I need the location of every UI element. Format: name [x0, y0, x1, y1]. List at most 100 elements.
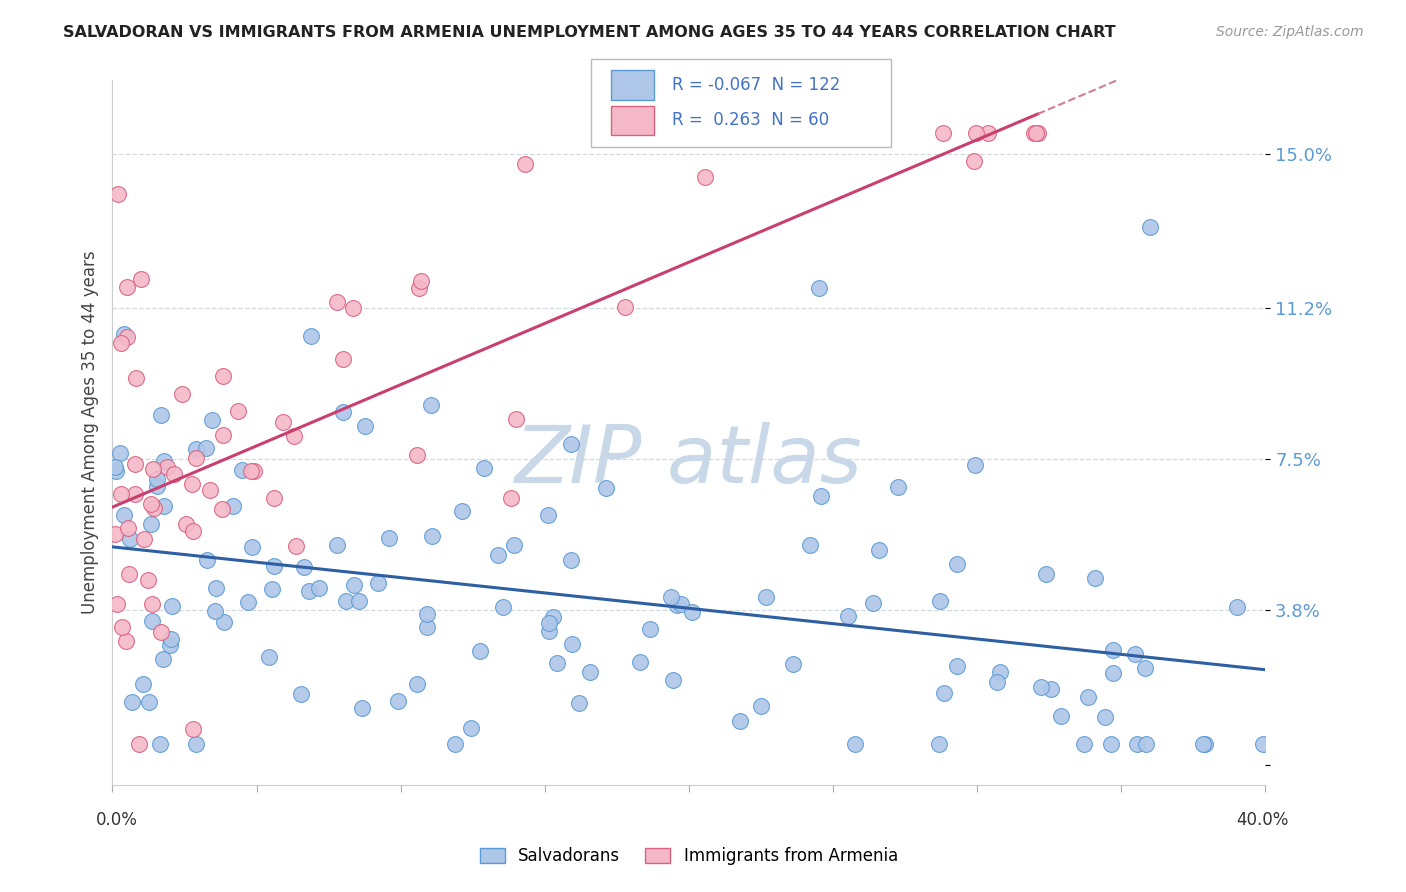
Point [928, 737, 950, 751]
Point [406, 677, 429, 691]
Point [538, 616, 561, 631]
Text: 0.0%: 0.0% [96, 811, 138, 829]
Point [1022, 126, 1045, 140]
Point [560, 436, 582, 450]
Point [198, 483, 221, 497]
Point [342, 301, 364, 316]
Point [222, 499, 245, 513]
Point [693, 169, 716, 184]
Point [124, 486, 146, 500]
Text: SALVADORAN VS IMMIGRANTS FROM ARMENIA UNEMPLOYMENT AMONG AGES 35 TO 44 YEARS COR: SALVADORAN VS IMMIGRANTS FROM ARMENIA UN… [63, 25, 1116, 40]
Point [595, 481, 617, 495]
FancyBboxPatch shape [591, 59, 891, 147]
Point [128, 737, 150, 751]
Point [159, 632, 181, 647]
Point [472, 461, 495, 475]
Point [837, 609, 859, 624]
Point [138, 695, 160, 709]
Point [1094, 710, 1116, 724]
Point [1194, 737, 1216, 751]
Point [181, 723, 204, 737]
Point [150, 408, 173, 422]
Point [468, 644, 491, 658]
Point [1123, 647, 1146, 661]
Point [139, 498, 162, 512]
Point [486, 549, 509, 563]
Point [104, 460, 127, 475]
Point [159, 639, 181, 653]
Point [666, 598, 689, 612]
Point [1050, 709, 1073, 723]
Point [343, 578, 366, 592]
Point [240, 464, 263, 478]
Point [107, 187, 129, 202]
Point [352, 701, 374, 715]
Point [184, 442, 207, 456]
Point [460, 721, 482, 735]
Point [844, 737, 866, 751]
Point [807, 281, 830, 295]
Point [1073, 737, 1095, 751]
Point [174, 516, 197, 531]
Point [354, 418, 377, 433]
Point [184, 737, 207, 751]
Point [298, 583, 321, 598]
FancyBboxPatch shape [610, 105, 654, 136]
Point [150, 625, 173, 640]
Point [628, 655, 651, 669]
Point [579, 665, 602, 679]
Point [112, 326, 135, 341]
Point [513, 156, 536, 170]
Point [104, 526, 127, 541]
Point [332, 405, 354, 419]
Point [332, 351, 354, 366]
Point [681, 605, 703, 619]
Text: Source: ZipAtlas.com: Source: ZipAtlas.com [1216, 25, 1364, 39]
Text: R = -0.067  N = 122: R = -0.067 N = 122 [672, 76, 839, 95]
Point [977, 126, 1000, 140]
Point [1126, 737, 1149, 751]
Point [195, 441, 218, 455]
Point [259, 650, 281, 665]
Point [124, 370, 146, 384]
Point [962, 154, 984, 169]
Point [183, 524, 205, 538]
Point [963, 458, 986, 472]
Point [749, 698, 772, 713]
Point [115, 280, 138, 294]
Point [1035, 566, 1057, 581]
Point [180, 477, 202, 491]
Point [110, 335, 132, 350]
Point [110, 487, 132, 501]
Point [129, 272, 152, 286]
Point [1029, 681, 1052, 695]
Point [965, 126, 987, 140]
Point [145, 472, 167, 486]
Point [420, 398, 443, 412]
Point [1139, 219, 1161, 234]
Text: R =  0.263  N = 60: R = 0.263 N = 60 [672, 112, 828, 129]
Point [238, 595, 260, 609]
Point [946, 658, 969, 673]
Point [546, 656, 568, 670]
Point [115, 634, 138, 648]
Point [121, 694, 143, 708]
Point [201, 413, 224, 427]
Point [271, 415, 294, 429]
Point [450, 504, 472, 518]
Point [124, 457, 146, 471]
Point [416, 607, 439, 622]
Point [408, 281, 430, 295]
Point [537, 624, 560, 639]
Point [378, 532, 401, 546]
Text: 40.0%: 40.0% [1236, 811, 1289, 829]
Point [141, 614, 163, 628]
Point [405, 448, 427, 462]
Point [231, 463, 253, 477]
Point [263, 491, 285, 505]
Point [1135, 737, 1157, 751]
Point [160, 599, 183, 613]
Point [928, 594, 950, 608]
Y-axis label: Unemployment Among Ages 35 to 44 years: Unemployment Among Ages 35 to 44 years [80, 251, 98, 615]
Point [862, 596, 884, 610]
